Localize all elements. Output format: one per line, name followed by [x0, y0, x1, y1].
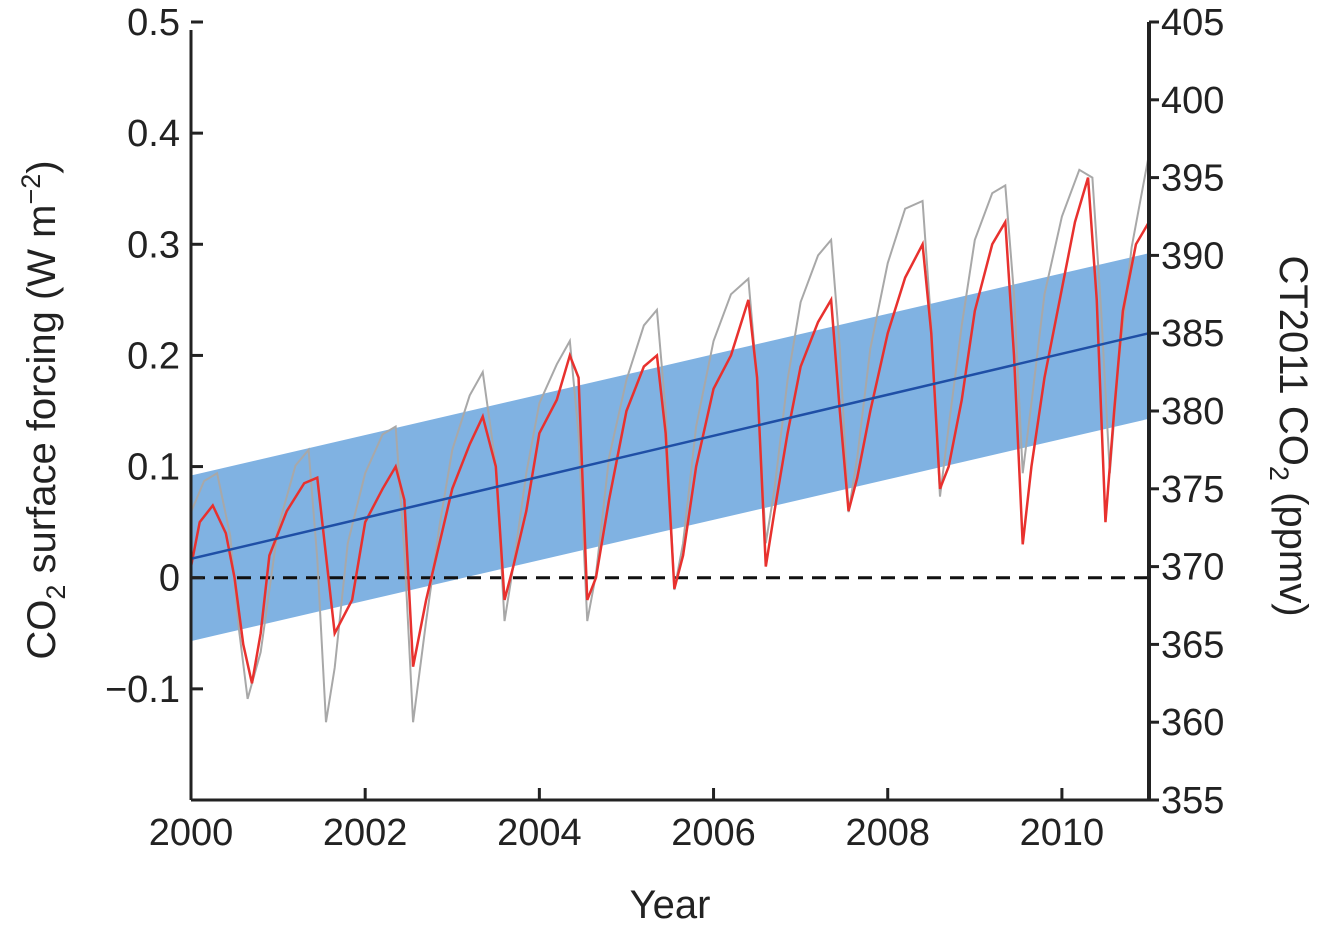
x-tick-label: 2008 [845, 812, 930, 854]
y2-tick-label: 385 [1161, 313, 1224, 355]
y-tick-label: 0.3 [127, 224, 180, 266]
x-tick-label: 2004 [497, 812, 582, 854]
right-axis-ticks: 355 360 365 370 375 380 385 390 395 400 405 [1149, 2, 1224, 822]
x-axis-ticks: 2000 2002 2004 2006 2008 2010 [149, 788, 1104, 854]
right-axis-title: CT2011 CO2 (ppmv) [1264, 255, 1315, 616]
x-tick-label: 2002 [323, 812, 408, 854]
y-tick-label: 0.2 [127, 335, 180, 377]
x-tick-label: 2006 [671, 812, 756, 854]
plot-area [191, 154, 1149, 723]
y2-tick-label: 360 [1161, 702, 1224, 744]
y2-tick-label: 380 [1161, 391, 1224, 433]
y2-tick-label: 375 [1161, 469, 1224, 511]
x-tick-label: 2000 [149, 812, 234, 854]
y2-tick-label: 390 [1161, 235, 1224, 277]
left-axis-ticks: −0.1 0 0.1 0.2 0.3 0.4 0.5 [105, 2, 203, 711]
y2-tick-label: 365 [1161, 624, 1224, 666]
y2-tick-label: 370 [1161, 547, 1224, 589]
surface-forcing-line [191, 177, 1149, 684]
y2-tick-label: 400 [1161, 80, 1224, 122]
y-tick-label: 0.4 [127, 113, 180, 155]
x-tick-label: 2010 [1020, 812, 1105, 854]
x-axis-title: Year [630, 883, 711, 927]
y-tick-label: 0.5 [127, 2, 180, 44]
y-tick-label: 0.1 [127, 447, 180, 489]
left-axis-title: CO2 surface forcing (W m−2) [16, 160, 71, 659]
y2-tick-label: 355 [1161, 780, 1224, 822]
y2-tick-label: 405 [1161, 2, 1224, 44]
y2-tick-label: 395 [1161, 158, 1224, 200]
trend-line [191, 331, 1149, 561]
y-tick-label: 0 [159, 558, 180, 600]
y-tick-label: −0.1 [105, 669, 180, 711]
